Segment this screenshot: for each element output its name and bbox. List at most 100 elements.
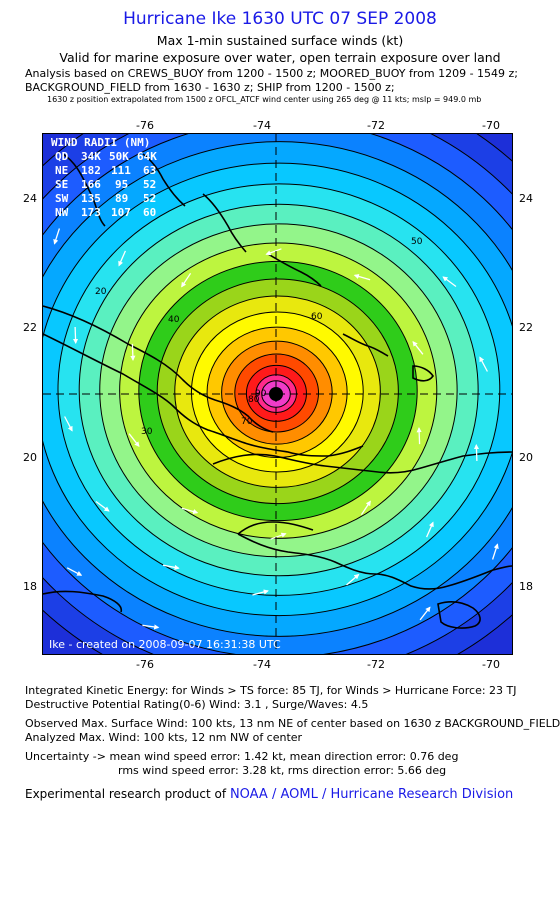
wind-arrow <box>426 521 434 538</box>
wind-contour-85kt <box>234 353 320 433</box>
wind-radii-cell: 182 <box>81 164 101 177</box>
contour-labels: 20 30 40 50 60 70 80 90 <box>95 237 423 437</box>
wind-arrow <box>53 228 61 245</box>
wind-arrow <box>473 443 480 462</box>
bahamas-andros <box>62 153 106 227</box>
bahamas-long-island <box>202 193 247 253</box>
wind-contour-35kt <box>57 183 501 596</box>
wind-contour-55kt <box>138 260 418 522</box>
bahamas-eleuthera <box>142 153 186 207</box>
wind-arrow <box>162 564 180 570</box>
uncertainty-line-2: rms wind speed error: 3.28 kt, rms direc… <box>118 764 447 777</box>
wind-arrow <box>353 273 371 281</box>
subtitle: Max 1-min sustained surface winds (kt) <box>156 33 404 48</box>
wind-radii-header: 34K <box>81 150 101 163</box>
lat-label-left: 22 <box>23 321 37 334</box>
wind-contour-25kt <box>43 141 512 637</box>
wind-arrow <box>95 500 110 512</box>
cuba-south-coast <box>43 333 364 457</box>
lon-label-bottom: -76 <box>136 658 154 671</box>
wind-arrow <box>419 606 431 621</box>
destructive-potential-line: Destructive Potential Rating(0-6) Wind: … <box>25 698 369 711</box>
tiburon-peninsula <box>237 521 314 535</box>
wind-arrow <box>181 272 192 288</box>
inagua <box>412 365 434 382</box>
hrd-link[interactable]: NOAA / AOML / Hurricane Research Divisio… <box>229 787 514 802</box>
wind-radii-cell: 111 <box>111 164 131 177</box>
lat-label-right: 18 <box>519 580 533 593</box>
wind-arrow <box>118 250 126 267</box>
wind-radii-cell: 95 <box>115 178 128 191</box>
wind-radii-cell: 89 <box>115 192 128 205</box>
wind-contours <box>43 134 512 654</box>
lat-label-left: 24 <box>23 192 37 205</box>
analyzed-max-line: Analyzed Max. Wind: 100 kts, 12 nm NW of… <box>25 731 303 744</box>
wind-contour-50kt <box>119 242 438 539</box>
wind-radii-cell: 107 <box>111 206 131 219</box>
wind-radii-table: WIND RADII (NM) QD 34K 50K 64K NE 182 11… <box>51 136 157 219</box>
wind-contour-45kt <box>99 223 458 558</box>
wind-arrow <box>265 248 282 256</box>
contour-label: 90 <box>255 389 267 399</box>
wind-radii-title: WIND RADII (NM) <box>51 136 150 149</box>
wind-arrow <box>181 507 199 515</box>
wind-arrow <box>270 532 287 540</box>
contour-label: 80 <box>248 395 260 405</box>
lon-label-bottom: -70 <box>482 658 500 671</box>
lon-label-top: -70 <box>482 119 500 132</box>
hispaniola-south <box>237 533 512 590</box>
lat-label-right: 22 <box>519 321 533 334</box>
wind-radii-cell: 63 <box>143 164 156 177</box>
credit-line: Experimental research product of NOAA / … <box>25 787 513 802</box>
wind-contour-80kt <box>221 340 333 445</box>
credit-prefix: Experimental research product of <box>25 787 227 801</box>
wind-radii-cell: 52 <box>143 178 156 191</box>
wind-arrow <box>142 624 160 630</box>
ike-line: Integrated Kinetic Energy: for Winds > T… <box>25 684 517 697</box>
lat-label-right: 24 <box>519 192 533 205</box>
lat-label-left: 18 <box>23 580 37 593</box>
coastlines <box>43 153 512 629</box>
wind-radii-cell: SW <box>55 192 69 205</box>
cuba-coastline <box>43 305 274 433</box>
analysis-sources-1: Analysis based on CREWS_BUOY from 1200 -… <box>25 67 519 80</box>
map-creation-stamp: Ike - created on 2008-09-07 16:31:38 UTC <box>49 638 281 651</box>
validity-note: Valid for marine exposure over water, op… <box>59 50 501 65</box>
wind-contour-60kt <box>156 278 399 505</box>
wind-arrow <box>491 543 499 560</box>
wind-contour-65kt <box>174 295 381 488</box>
lon-label-top: -72 <box>367 119 385 132</box>
wind-arrow <box>128 433 140 448</box>
position-note: 1630 z position extrapolated from 1500 z… <box>47 95 482 104</box>
lon-label-top: -74 <box>253 119 271 132</box>
wind-radii-cell: 135 <box>81 192 101 205</box>
contour-label: 20 <box>95 287 107 297</box>
wind-arrow <box>252 589 269 596</box>
wind-radii-cell: SE <box>55 178 68 191</box>
bahamas-acklins <box>267 253 322 287</box>
lat-label-right: 20 <box>519 451 533 464</box>
wind-vectors <box>53 228 499 630</box>
contour-label: 60 <box>311 312 323 322</box>
contour-label: 30 <box>141 427 153 437</box>
wind-radii-header: QD <box>55 150 69 163</box>
jamaica-coastline <box>43 590 123 613</box>
wind-arrow <box>64 416 73 432</box>
lat-label-left: 20 <box>23 451 37 464</box>
hispaniola-north <box>212 451 512 474</box>
wind-radii-cell: NW <box>55 206 69 219</box>
turks-caicos <box>342 333 389 357</box>
wind-radii-cell: 60 <box>143 206 156 219</box>
wind-radii-header: 64K <box>137 150 157 163</box>
lon-label-bottom: -72 <box>367 658 385 671</box>
contour-label: 40 <box>168 315 180 325</box>
lon-label-top: -76 <box>136 119 154 132</box>
puerto-rico-coastline <box>437 601 481 629</box>
analysis-sources-2: BACKGROUND_FIELD from 1630 - 1630 z; SHI… <box>25 81 395 94</box>
wind-contour-30kt <box>43 162 512 617</box>
wind-radii-header: 50K <box>109 150 129 163</box>
wind-arrow <box>360 500 371 516</box>
contour-label: 50 <box>411 237 423 247</box>
wind-contour-40kt <box>78 203 479 577</box>
wind-radii-cell: 52 <box>143 192 156 205</box>
